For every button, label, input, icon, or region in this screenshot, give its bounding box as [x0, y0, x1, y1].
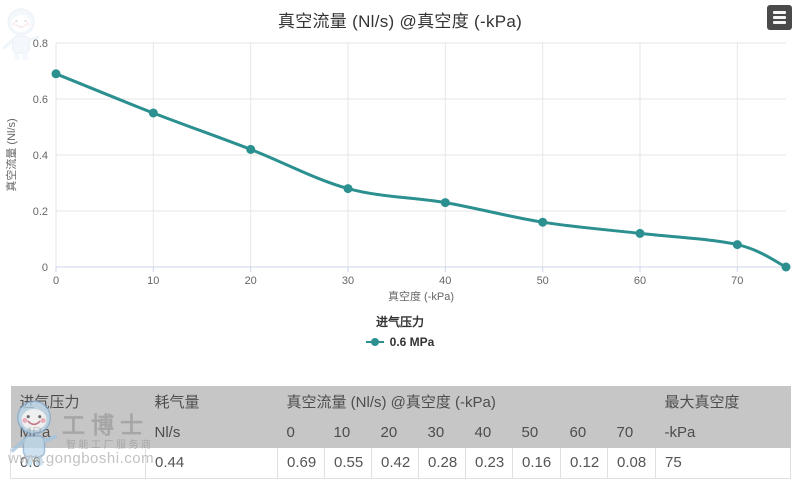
x-tick-label: 0: [53, 275, 59, 287]
table-cell: 0.42: [371, 448, 419, 479]
table-cell: 0.12: [560, 448, 608, 479]
table-cell: 0.23: [465, 448, 513, 479]
data-table: 进气压力 耗气量 真空流量 (Nl/s) @真空度 (-kPa) 最大真空度 MPa Nl…: [10, 386, 792, 479]
table-cell: 0.16: [512, 448, 561, 479]
series-marker[interactable]: [781, 262, 791, 272]
series-marker[interactable]: [148, 108, 158, 118]
table-cell: 0.55: [324, 448, 372, 479]
table-header-cell: 0: [277, 417, 325, 448]
series-marker[interactable]: [635, 228, 645, 238]
series-marker[interactable]: [246, 144, 256, 154]
legend: 进气压力 0.6 MPa: [0, 313, 800, 349]
series-marker[interactable]: [440, 198, 450, 208]
chart-title: 真空流量 (Nl/s) @真空度 (-kPa): [277, 12, 523, 31]
series-marker[interactable]: [343, 184, 353, 194]
table-row: 0.6 0.44 0.69 0.55 0.42 0.28 0.23 0.16 0.12 0.08 7…: [10, 448, 792, 479]
series-marker[interactable]: [51, 69, 61, 79]
series-marker[interactable]: [732, 240, 742, 250]
table-header-cell: 真空流量 (Nl/s) @真空度 (-kPa): [277, 386, 656, 417]
table-header-cell: 20: [371, 417, 419, 448]
table-cell: 0.69: [277, 448, 325, 479]
export-menu-button[interactable]: [767, 5, 792, 30]
x-tick-label: 40: [439, 275, 451, 287]
x-tick-label: 20: [245, 275, 257, 287]
table-header-cell: 50: [512, 417, 561, 448]
series-marker[interactable]: [538, 217, 548, 227]
y-tick-label: 0.4: [33, 150, 48, 162]
table-wrap: 进气压力 耗气量 真空流量 (Nl/s) @真空度 (-kPa) 最大真空度 MPa Nl…: [10, 386, 792, 479]
x-tick-label: 70: [731, 275, 743, 287]
hamburger-icon: [773, 11, 786, 24]
table-header-cell: 70: [607, 417, 656, 448]
x-tick-label: 60: [634, 275, 646, 287]
table-header-cell: 60: [560, 417, 608, 448]
table-header-cell: 30: [418, 417, 466, 448]
table-header-cell: 10: [324, 417, 372, 448]
table-cell: 0.28: [418, 448, 466, 479]
legend-item[interactable]: 0.6 MPa: [365, 335, 435, 349]
y-tick-label: 0.6: [33, 94, 48, 106]
x-tick-label: 50: [537, 275, 549, 287]
table-header-cell: -kPa: [655, 417, 791, 448]
x-axis-title: 真空度 (-kPa): [388, 289, 454, 303]
y-tick-label: 0.8: [33, 38, 48, 50]
y-tick-label: 0: [42, 262, 48, 274]
legend-marker-icon: [365, 338, 384, 346]
table-header-cell: Nl/s: [145, 417, 278, 448]
table-cell: 75: [655, 448, 792, 479]
table-header-cell: 进气压力: [10, 386, 146, 417]
legend-item-label: 0.6 MPa: [389, 335, 435, 349]
table-header-cell: 最大真空度: [655, 386, 791, 417]
series-line: [54, 72, 788, 269]
table-cell: 0.08: [606, 448, 657, 479]
legend-title: 进气压力: [375, 315, 424, 329]
y-axis-title: 真空流量 (Nl/s): [4, 118, 18, 191]
y-tick-label: 0.2: [33, 206, 48, 218]
table-header-cell: 耗气量: [145, 386, 278, 417]
table-header-cell: MPa: [10, 417, 146, 448]
table-header-cell: 40: [465, 417, 513, 448]
chart-svg: 0 0.2 0.4 0.6 0.8 0 10 20 30 40 50 60 70 真空度 (-kPa) 真空…: [4, 38, 791, 303]
table-cell: 0.44: [145, 448, 278, 479]
x-tick-label: 10: [147, 275, 159, 287]
table-cell: 0.6: [10, 448, 146, 479]
x-tick-label: 30: [342, 275, 354, 287]
